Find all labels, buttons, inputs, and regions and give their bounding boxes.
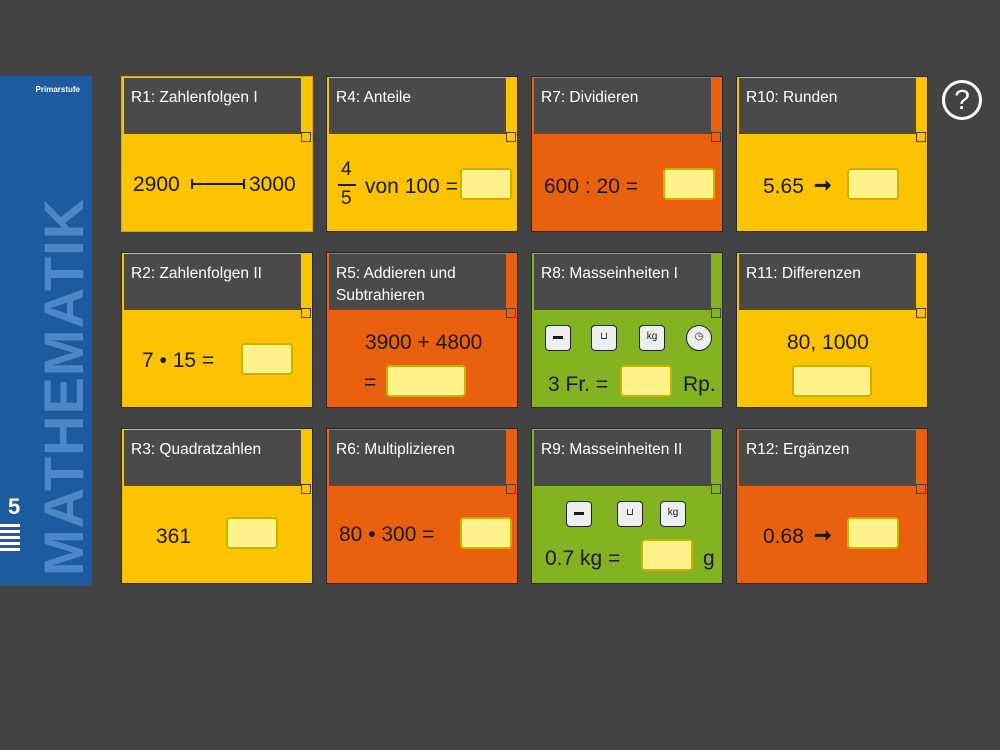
cover-stripes [0, 524, 20, 554]
card-title: R8: Masseinheiten I [534, 254, 711, 310]
card-title: R9: Masseinheiten II [534, 430, 711, 486]
expression: 3900 + 4800 [365, 331, 483, 354]
fraction-numerator: 4 [341, 159, 352, 180]
card-checkbox[interactable] [916, 308, 926, 318]
unit-right: g [703, 547, 715, 570]
weight-icon: kg [639, 325, 665, 351]
answer-field[interactable] [792, 365, 872, 397]
card-checkbox[interactable] [916, 132, 926, 142]
weight-icon: kg [660, 501, 686, 527]
amount-left: 0.7 kg = [545, 547, 621, 570]
arrow-right-icon: ➞ [814, 174, 832, 197]
card-title: R2: Zahlenfolgen II [124, 254, 301, 310]
answer-field[interactable] [386, 365, 466, 397]
card-r10[interactable]: R10: Runden 5.65 ➞ [736, 76, 928, 232]
expression: 80 • 300 = [339, 523, 435, 546]
card-checkbox[interactable] [506, 132, 516, 142]
answer-field[interactable] [241, 343, 293, 375]
cover-grade: 5 [8, 494, 21, 519]
card-r2[interactable]: R2: Zahlenfolgen II 7 • 15 = [121, 252, 313, 408]
card-checkbox[interactable] [301, 132, 311, 142]
card-r7[interactable]: R7: Dividieren 600 : 20 = [531, 76, 723, 232]
answer-field[interactable] [460, 168, 512, 200]
fraction-denominator: 5 [341, 188, 352, 209]
answer-field[interactable] [226, 517, 278, 549]
card-title: R4: Anteile [329, 78, 506, 134]
card-r5[interactable]: R5: Addieren und Subtrahieren 3900 + 480… [326, 252, 518, 408]
measuring-cup-icon: ⊔ [617, 501, 643, 527]
help-button[interactable]: ? [942, 80, 982, 120]
answer-field[interactable] [641, 539, 693, 571]
card-checkbox[interactable] [711, 132, 721, 142]
answer-field[interactable] [620, 365, 672, 397]
card-r11[interactable]: R11: Differenzen 80, 1000 [736, 252, 928, 408]
card-checkbox[interactable] [506, 308, 516, 318]
help-icon: ? [954, 84, 970, 115]
card-r6[interactable]: R6: Multiplizieren 80 • 300 = [326, 428, 518, 584]
card-r8[interactable]: R8: Masseinheiten I ▬ ⊔ kg ◷ 3 Fr. = Rp. [531, 252, 723, 408]
card-r1[interactable]: R1: Zahlenfolgen I 2900 3000 [121, 76, 313, 232]
ruler-icon: ▬ [545, 325, 571, 351]
card-checkbox[interactable] [506, 484, 516, 494]
number: 0.68 [763, 525, 804, 548]
card-title: R5: Addieren und Subtrahieren [329, 254, 506, 310]
number-pair: 80, 1000 [787, 331, 869, 354]
card-title: R10: Runden [739, 78, 916, 134]
card-title: R12: Ergänzen [739, 430, 916, 486]
answer-field[interactable] [460, 517, 512, 549]
unit-right: Rp. [683, 373, 716, 396]
card-r3[interactable]: R3: Quadratzahlen 361 [121, 428, 313, 584]
card-checkbox[interactable] [916, 484, 926, 494]
fraction-line [338, 184, 356, 186]
card-checkbox[interactable] [301, 308, 311, 318]
range-bar-icon [191, 179, 245, 189]
answer-field[interactable] [847, 168, 899, 200]
card-checkbox[interactable] [711, 484, 721, 494]
card-checkbox[interactable] [711, 308, 721, 318]
measuring-cup-icon: ⊔ [591, 325, 617, 351]
card-title: R1: Zahlenfolgen I [124, 78, 301, 134]
card-r4[interactable]: R4: Anteile 4 5 von 100 = [326, 76, 518, 232]
sequence-end: 3000 [249, 173, 296, 196]
card-title: R11: Differenzen [739, 254, 916, 310]
book-cover: Primarstufe MATHEMATIK 5 [0, 76, 92, 586]
cover-title: MATHEMATIK [32, 197, 92, 576]
card-title: R3: Quadratzahlen [124, 430, 301, 486]
card-r9[interactable]: R9: Masseinheiten II ▬ ⊔ kg 0.7 kg = g [531, 428, 723, 584]
card-title: R6: Multiplizieren [329, 430, 506, 486]
answer-field[interactable] [847, 517, 899, 549]
expression: 7 • 15 = [142, 349, 215, 372]
fraction-rest: von 100 = [365, 175, 458, 198]
arrow-right-icon: ➞ [814, 524, 832, 547]
clock-icon: ◷ [686, 325, 712, 351]
amount-left: 3 Fr. = [548, 373, 609, 396]
sequence-start: 2900 [133, 173, 180, 196]
equals-sign: = [364, 371, 377, 394]
number: 361 [156, 525, 192, 548]
ruler-icon: ▬ [566, 501, 592, 527]
cover-level: Primarstufe [35, 85, 80, 94]
card-title: R7: Dividieren [534, 78, 711, 134]
card-r12[interactable]: R12: Ergänzen 0.68 ➞ [736, 428, 928, 584]
expression: 600 : 20 = [544, 175, 638, 198]
number: 5.65 [763, 175, 804, 198]
answer-field[interactable] [663, 168, 715, 200]
card-checkbox[interactable] [301, 484, 311, 494]
